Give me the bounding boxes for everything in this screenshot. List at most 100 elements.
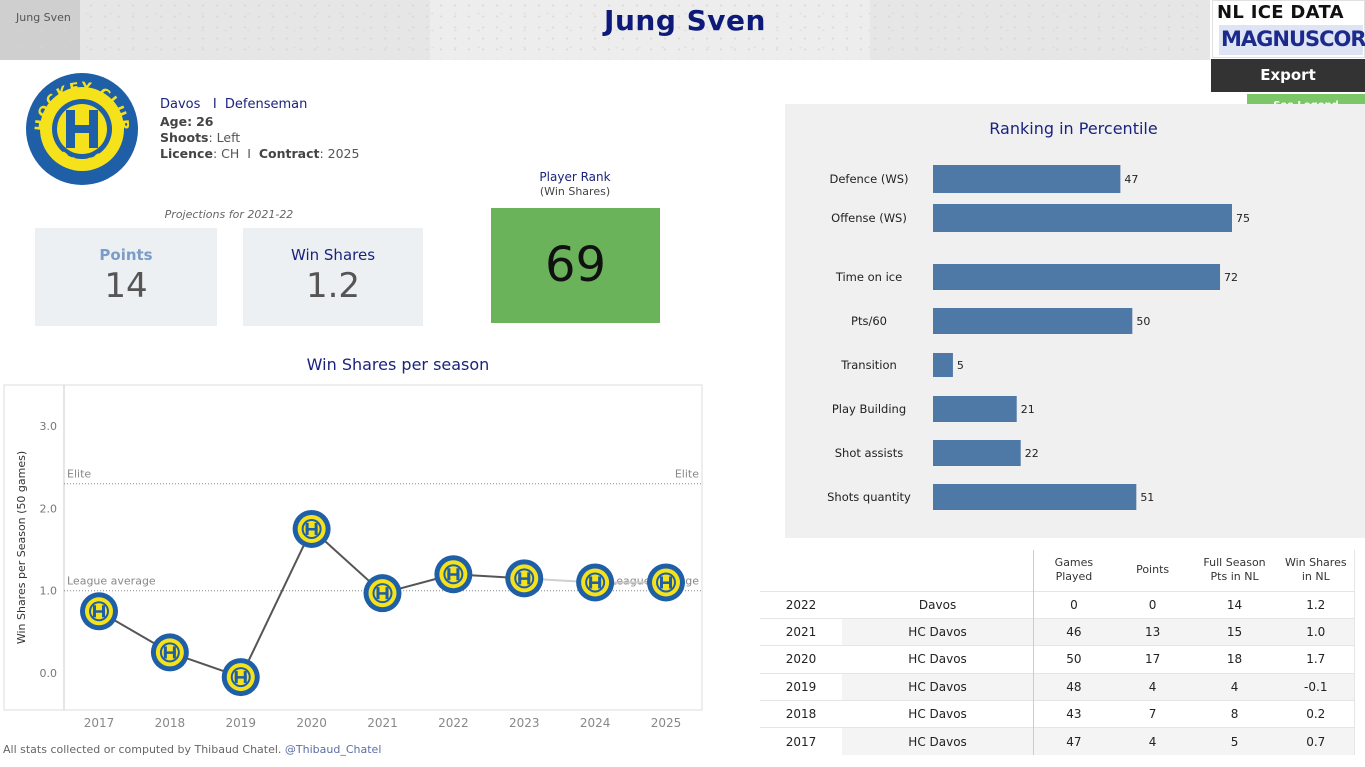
cell-full-season-pts: 4 xyxy=(1191,672,1278,701)
x-tick-label: 2023 xyxy=(509,716,540,730)
cell-full-season-pts: 8 xyxy=(1191,700,1278,728)
win-shares-value: 1.2 xyxy=(305,266,361,306)
x-tick-label: 2021 xyxy=(367,716,398,730)
club-logo-text-bottom: DAVOS xyxy=(56,149,105,170)
table-header-row: Games Played Points Full Season Pts in NL … xyxy=(760,550,1355,591)
cell-points: 4 xyxy=(1113,672,1192,701)
marker-h-bar xyxy=(93,610,105,613)
x-tick-label: 2020 xyxy=(296,716,327,730)
season-stats-table: Games Played Points Full Season Pts in NL … xyxy=(760,550,1355,756)
table-row: 2021 HC Davos 46 13 15 1.0 xyxy=(760,617,1355,646)
x-tick-label: 2017 xyxy=(84,716,115,730)
age-value: 26 xyxy=(196,114,214,129)
cell-year: 2017 xyxy=(760,727,842,756)
cell-full-season-pts: 15 xyxy=(1191,617,1278,646)
win-shares-chart-title: Win Shares per season xyxy=(306,355,490,374)
x-tick-label: 2022 xyxy=(438,716,469,730)
cell-points: 0 xyxy=(1113,590,1192,619)
cell-team: HC Davos xyxy=(841,617,1034,646)
projections-label: Projections for 2021-22 xyxy=(164,208,294,221)
table-row: 2019 HC Davos 48 4 4 -0.1 xyxy=(760,672,1355,701)
x-tick-label: 2024 xyxy=(580,716,611,730)
cell-games-played: 0 xyxy=(1033,590,1114,619)
cell-games-played: 50 xyxy=(1033,645,1114,674)
bar-value-label: 50 xyxy=(1136,315,1150,328)
page-title: Jung Sven xyxy=(604,4,766,37)
contract-value: : 2025 xyxy=(319,146,360,161)
y-tick-label: 3.0 xyxy=(40,420,58,433)
bar-value-label: 5 xyxy=(957,359,964,372)
reference-label-left: Elite xyxy=(67,468,91,481)
cell-win-shares: 1.7 xyxy=(1277,645,1355,674)
marker-h-bar xyxy=(589,581,602,584)
davos-logo-icon xyxy=(505,559,544,598)
col-header-points: Points xyxy=(1136,563,1170,577)
footer-handle-link[interactable]: @Thibaud_Chatel xyxy=(284,743,382,756)
table-row: 2022 Davos 0 0 14 1.2 xyxy=(760,590,1355,619)
marker-h-bar xyxy=(660,581,672,584)
cell-points: 17 xyxy=(1113,645,1192,674)
cell-win-shares: 0.7 xyxy=(1277,727,1355,756)
player-rank-subtitle: (Win Shares) xyxy=(539,185,611,198)
cell-games-played: 48 xyxy=(1033,672,1114,701)
team-name: Davos xyxy=(160,97,201,112)
player-rank-value: 69 xyxy=(491,208,660,323)
licence-value: : CH xyxy=(212,146,240,161)
header-banner xyxy=(0,0,1210,60)
bar-category-label: Transition xyxy=(840,358,897,372)
table-row: 2018 HC Davos 43 7 8 0.2 xyxy=(760,700,1355,728)
cell-games-played: 46 xyxy=(1033,617,1114,646)
cell-team: HC Davos xyxy=(841,645,1034,674)
bar-category-label: Offense (WS) xyxy=(831,211,907,225)
reference-label-right: Elite xyxy=(675,468,699,481)
y-tick-label: 0.0 xyxy=(40,667,58,680)
marker-h-bar xyxy=(305,527,318,531)
davos-logo-icon xyxy=(576,563,615,602)
davos-logo-icon xyxy=(434,555,473,594)
table-row: 2017 HC Davos 47 4 5 0.7 xyxy=(760,727,1355,756)
cell-team: HC Davos xyxy=(841,727,1034,756)
bar-value-label: 22 xyxy=(1025,447,1039,460)
bar-category-label: Time on ice xyxy=(835,270,902,284)
shoots-value: : Left xyxy=(208,130,241,145)
footer: All stats collected or computed by Thiba… xyxy=(3,743,381,756)
col-header-full-season-pts: Full Season Pts in NL xyxy=(1203,556,1266,584)
export-button[interactable]: Export xyxy=(1211,59,1365,92)
age-line: Age: 26 xyxy=(160,114,359,130)
col-header-year xyxy=(760,550,842,591)
cell-points: 4 xyxy=(1113,727,1192,756)
bar-category-label: Shots quantity xyxy=(827,490,911,504)
cell-win-shares: 1.0 xyxy=(1277,617,1355,646)
marker-h-bar xyxy=(376,592,389,595)
marker-h-bar xyxy=(447,573,460,576)
y-axis-label: Win Shares per Season (50 games) xyxy=(15,451,28,644)
marker-h-bar xyxy=(234,676,247,679)
licence-line: Licence: CH I Contract: 2025 xyxy=(160,146,359,162)
cell-win-shares: 0.2 xyxy=(1277,700,1355,728)
table-body: 2022 Davos 0 0 14 1.2 2021 HC Davos 46 13 15 1.0 202… xyxy=(760,590,1355,756)
y-tick-label: 1.0 xyxy=(40,585,58,598)
col-header-team xyxy=(842,550,1034,591)
x-tick-label: 2018 xyxy=(155,716,186,730)
separator: I xyxy=(247,146,251,161)
team-position-line: Davos I Defenseman xyxy=(160,97,359,113)
x-tick-label: 2025 xyxy=(651,716,682,730)
bar-category-label: Shot assists xyxy=(835,446,904,460)
cell-full-season-pts: 14 xyxy=(1191,590,1278,619)
table-row: 2020 HC Davos 50 17 18 1.7 xyxy=(760,645,1355,674)
bar-value-label: 72 xyxy=(1224,271,1238,284)
davos-logo-icon xyxy=(363,574,402,613)
plot-frame xyxy=(3,384,703,711)
bar-category-label: Play Building xyxy=(832,402,906,416)
cell-team: Davos xyxy=(841,590,1034,619)
logo-text-line2: MAGNUSCORSI xyxy=(1221,27,1365,51)
points-card: Points 14 xyxy=(35,228,217,326)
win-shares-label: Win Shares xyxy=(290,246,376,264)
y-tick-label: 2.0 xyxy=(40,502,58,515)
reference-label-left: League average xyxy=(67,575,156,588)
percentile-bar xyxy=(933,204,1232,232)
win-shares-card: Win Shares 1.2 xyxy=(243,228,423,326)
player-name-small: Jung Sven xyxy=(16,11,71,24)
marker-h-bar xyxy=(163,651,176,654)
